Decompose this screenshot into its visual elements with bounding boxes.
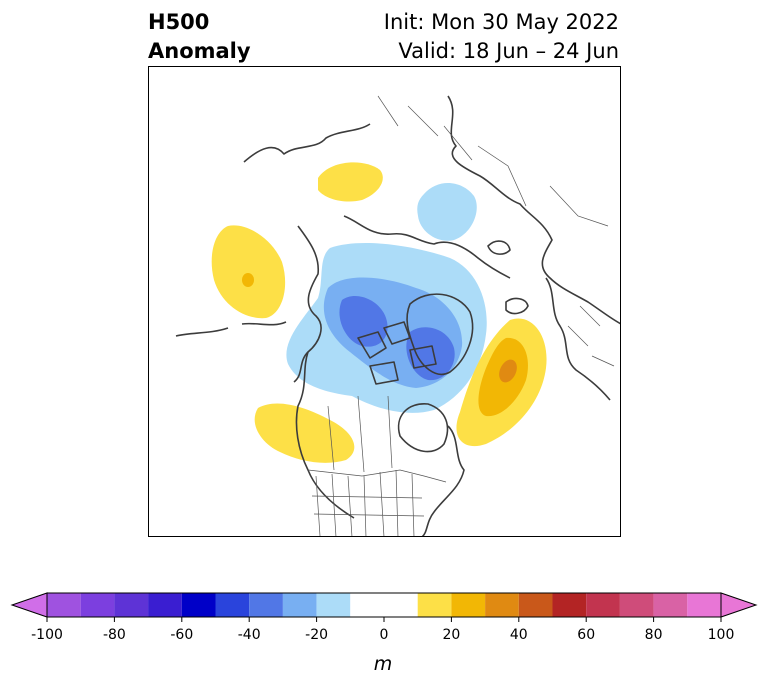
colorbar: -100 -80 -60 -40 -20 0 20 40 60 80 100 m [10, 592, 758, 675]
greenland-coastline [406, 293, 474, 375]
europe-borders [567, 305, 615, 367]
colorbar-bin [451, 593, 486, 617]
negative-anomaly-core-west [339, 296, 388, 347]
colorbar-bin [518, 593, 553, 617]
colorbar-bin [316, 593, 351, 617]
colorbar-bin [653, 593, 688, 617]
colorbar-ticks: -100 -80 -60 -40 -20 0 20 40 60 80 100 [31, 617, 734, 643]
hudson-bay-coastline [397, 403, 449, 453]
aleutians-coastline [175, 321, 287, 337]
svalbard-coastline [487, 240, 511, 255]
colorbar-bin [417, 593, 452, 617]
negative-anomaly-scandinavia [417, 182, 477, 241]
colorbar-bin [350, 593, 418, 617]
iceland-coastline [505, 297, 529, 315]
map-frame [148, 66, 621, 537]
colorbar-bin [114, 593, 149, 617]
colorbar-bin [80, 593, 115, 617]
state-borders [311, 469, 425, 537]
colorbar-bin [47, 593, 81, 617]
anomaly-map [148, 66, 621, 537]
colorbar-bin [282, 593, 317, 617]
siberia-arctic-coastline [343, 215, 511, 279]
colorbar-tick-label: 100 [708, 627, 735, 643]
colorbar-bin [181, 593, 216, 617]
us-canada-border [307, 469, 447, 483]
coastlines [175, 95, 621, 537]
colorbar-bin [215, 593, 250, 617]
colorbar-tick-label: -100 [31, 627, 63, 643]
canada-provinces [327, 395, 393, 473]
chukotka-coastline [243, 123, 371, 163]
colorbar-bin [687, 593, 721, 617]
colorbar-bin [148, 593, 182, 617]
colorbar-bin [619, 593, 654, 617]
colorbar-tick-label: -40 [238, 627, 261, 643]
colorbar-bin [249, 593, 283, 617]
forecast-dates: Init: Mon 30 May 2022 Valid: 18 Jun – 24… [384, 8, 619, 66]
political-borders [307, 95, 615, 537]
colorbar-tick-label: -80 [103, 627, 126, 643]
positive-anomaly-gulf-of-alaska [211, 225, 286, 319]
colorbar-bin [586, 593, 620, 617]
russia-borders [377, 95, 609, 227]
colorbar-unit-label: m [374, 653, 393, 675]
colorbar-tick-label: 0 [380, 627, 389, 643]
europe-coastline [545, 277, 611, 401]
positive-anomaly-western-us [254, 403, 355, 463]
map-title: H500 Anomaly [148, 8, 251, 66]
eurasia-coastline [447, 95, 621, 325]
colorbar-tick-label: 20 [442, 627, 460, 643]
init-date-label: Init: Mon 30 May 2022 [383, 10, 619, 34]
colorbar-tick-label: -60 [170, 627, 193, 643]
colorbar-tick-label: -20 [305, 627, 328, 643]
colorbar-tick-label: 40 [510, 627, 528, 643]
alaska-coastline [293, 225, 322, 383]
colorbar-under-arrow [10, 592, 48, 618]
north-america-west-coastline [295, 351, 355, 519]
positive-anomaly-siberia [318, 162, 383, 202]
colorbar-tick-label: 80 [645, 627, 663, 643]
colorbar-tick-label: 60 [577, 627, 595, 643]
colorbar-bin [485, 593, 519, 617]
colorbar-bins [10, 592, 758, 618]
north-america-east-coastline [421, 425, 465, 537]
positive-anomaly-north-atlantic-core [499, 359, 517, 383]
title-line-1: H500 [148, 10, 210, 34]
colorbar-bin [552, 593, 587, 617]
positive-anomaly-gulf-of-alaska-core [242, 273, 254, 287]
title-line-2: Anomaly [148, 39, 251, 63]
colorbar-over-arrow [720, 592, 758, 618]
valid-date-label: Valid: 18 Jun – 24 Jun [398, 39, 619, 63]
